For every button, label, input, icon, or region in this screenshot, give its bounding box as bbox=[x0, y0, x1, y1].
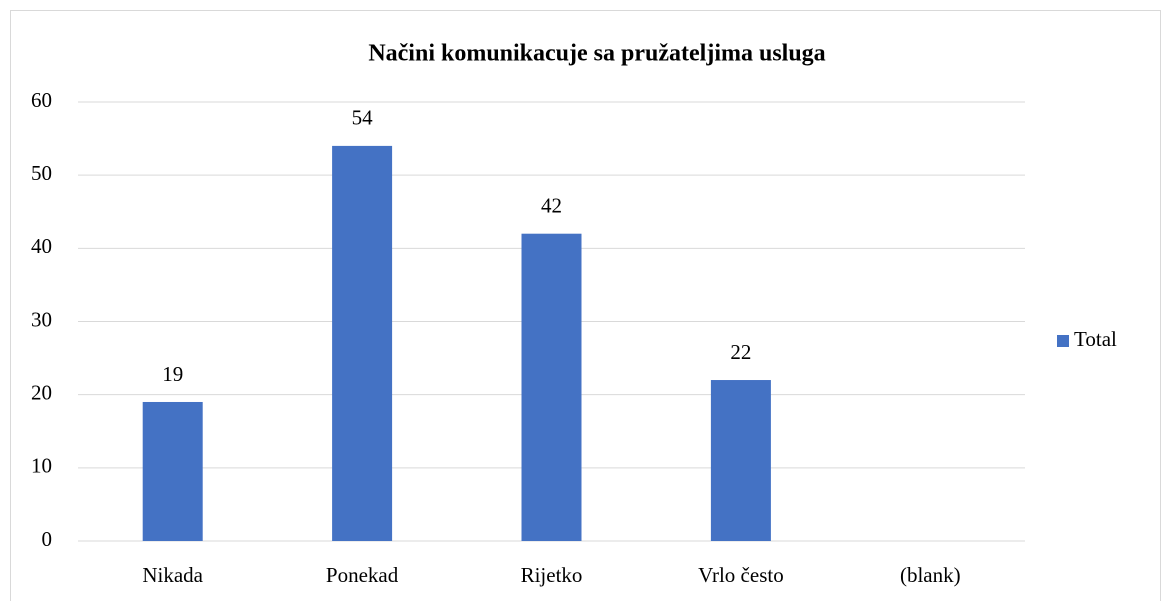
y-tick-label: 40 bbox=[31, 234, 52, 258]
bar bbox=[332, 145, 393, 541]
bar bbox=[710, 380, 771, 541]
y-tick-label: 30 bbox=[31, 307, 52, 331]
legend-swatch bbox=[1057, 335, 1069, 347]
y-tick-label: 0 bbox=[42, 527, 53, 551]
y-tick-label: 50 bbox=[31, 161, 52, 185]
data-label: 19 bbox=[162, 362, 183, 386]
x-tick-label: Vrlo često bbox=[698, 563, 784, 587]
data-label: 22 bbox=[730, 340, 751, 364]
x-tick-label: Rijetko bbox=[521, 563, 583, 587]
y-tick-label: 20 bbox=[31, 380, 52, 404]
data-label: 42 bbox=[541, 194, 562, 218]
x-tick-label: Nikada bbox=[142, 563, 203, 587]
chart-title: Načini komunikacuje sa pružateljima uslu… bbox=[368, 41, 825, 67]
x-tick-label: (blank) bbox=[900, 563, 961, 587]
y-tick-label: 10 bbox=[31, 454, 52, 478]
bar bbox=[521, 233, 582, 541]
data-label: 54 bbox=[352, 106, 374, 130]
bar bbox=[142, 401, 203, 541]
legend-label: Total bbox=[1074, 327, 1117, 351]
y-tick-label: 60 bbox=[31, 88, 52, 112]
x-tick-label: Ponekad bbox=[326, 563, 399, 587]
